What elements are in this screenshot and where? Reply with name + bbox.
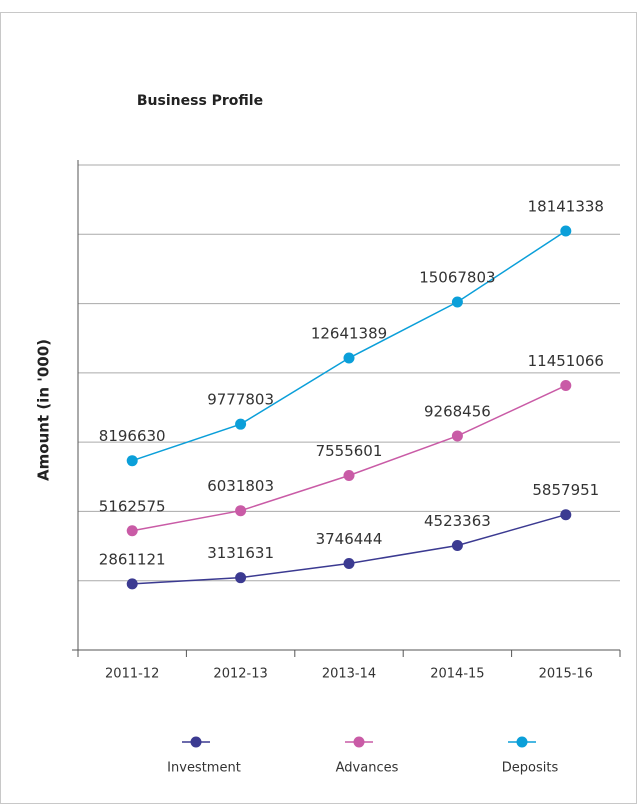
- legend-label: Deposits: [502, 761, 559, 776]
- data-point: [560, 225, 572, 237]
- data-label: 8196630: [99, 427, 166, 445]
- legend-label: Advances: [336, 761, 399, 776]
- data-point: [560, 380, 572, 392]
- x-tick-label: 2014-15: [430, 667, 484, 682]
- x-tick-label: 2015-16: [539, 667, 593, 682]
- data-label: 2861121: [99, 550, 166, 568]
- chart-title: Business Profile: [137, 93, 263, 109]
- legend-marker: [190, 736, 202, 748]
- data-label: 15067803: [419, 269, 495, 287]
- y-axis-label: Amount (in '000): [35, 339, 53, 481]
- x-tick-label: 2011-12: [105, 667, 159, 682]
- data-point: [451, 540, 463, 552]
- data-point: [235, 418, 247, 430]
- data-point: [560, 509, 572, 521]
- data-label: 9268456: [424, 402, 491, 420]
- legend-marker: [516, 736, 528, 748]
- data-point: [343, 470, 355, 482]
- data-point: [235, 505, 247, 517]
- data-label: 6031803: [207, 477, 274, 495]
- data-point: [126, 525, 138, 537]
- data-point: [343, 352, 355, 364]
- data-point: [451, 296, 463, 308]
- data-label: 11451066: [528, 352, 604, 370]
- data-label: 9777803: [207, 391, 274, 409]
- data-label: 5162575: [99, 497, 166, 515]
- data-point: [126, 455, 138, 467]
- data-label: 3746444: [316, 530, 383, 548]
- legend-label: Investment: [167, 761, 241, 776]
- data-label: 18141338: [528, 198, 604, 216]
- data-label: 3131631: [207, 544, 274, 562]
- frame: [0, 12, 637, 804]
- data-point: [343, 557, 355, 569]
- data-label: 4523363: [424, 512, 491, 530]
- data-point: [126, 578, 138, 590]
- legend-marker: [353, 736, 365, 748]
- data-label: 12641389: [311, 325, 387, 343]
- x-tick-label: 2013-14: [322, 667, 376, 682]
- data-point: [235, 572, 247, 584]
- data-label: 5857951: [532, 481, 599, 499]
- data-label: 7555601: [316, 442, 383, 460]
- data-point: [451, 430, 463, 442]
- x-tick-label: 2012-13: [213, 667, 267, 682]
